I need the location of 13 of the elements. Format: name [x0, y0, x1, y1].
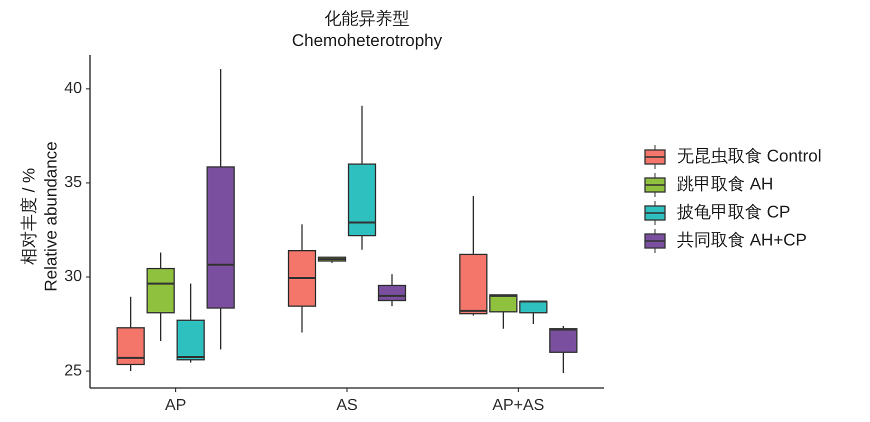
legend-label: 无昆虫取食 Control	[677, 146, 822, 166]
legend-label: 跳甲取食 AH	[677, 174, 774, 194]
y-axis-title: 相对丰度 / % Relative abundance	[19, 141, 60, 292]
x-tick-label: AP	[164, 397, 186, 414]
y-tick-label: 40	[64, 80, 82, 98]
chart-title: 化能异养型 Chemoheterotrophy	[292, 9, 443, 50]
x-tick-label: AP+AS	[492, 397, 544, 414]
y-tick-label: 35	[64, 174, 82, 192]
legend-label: 披龟甲取食 CP	[677, 202, 790, 222]
x-tick-label: AS	[336, 397, 358, 414]
y-tick-label: 30	[64, 268, 82, 286]
legend-label: 共同取食 AH+CP	[677, 230, 807, 250]
y-tick-label: 25	[64, 362, 82, 380]
